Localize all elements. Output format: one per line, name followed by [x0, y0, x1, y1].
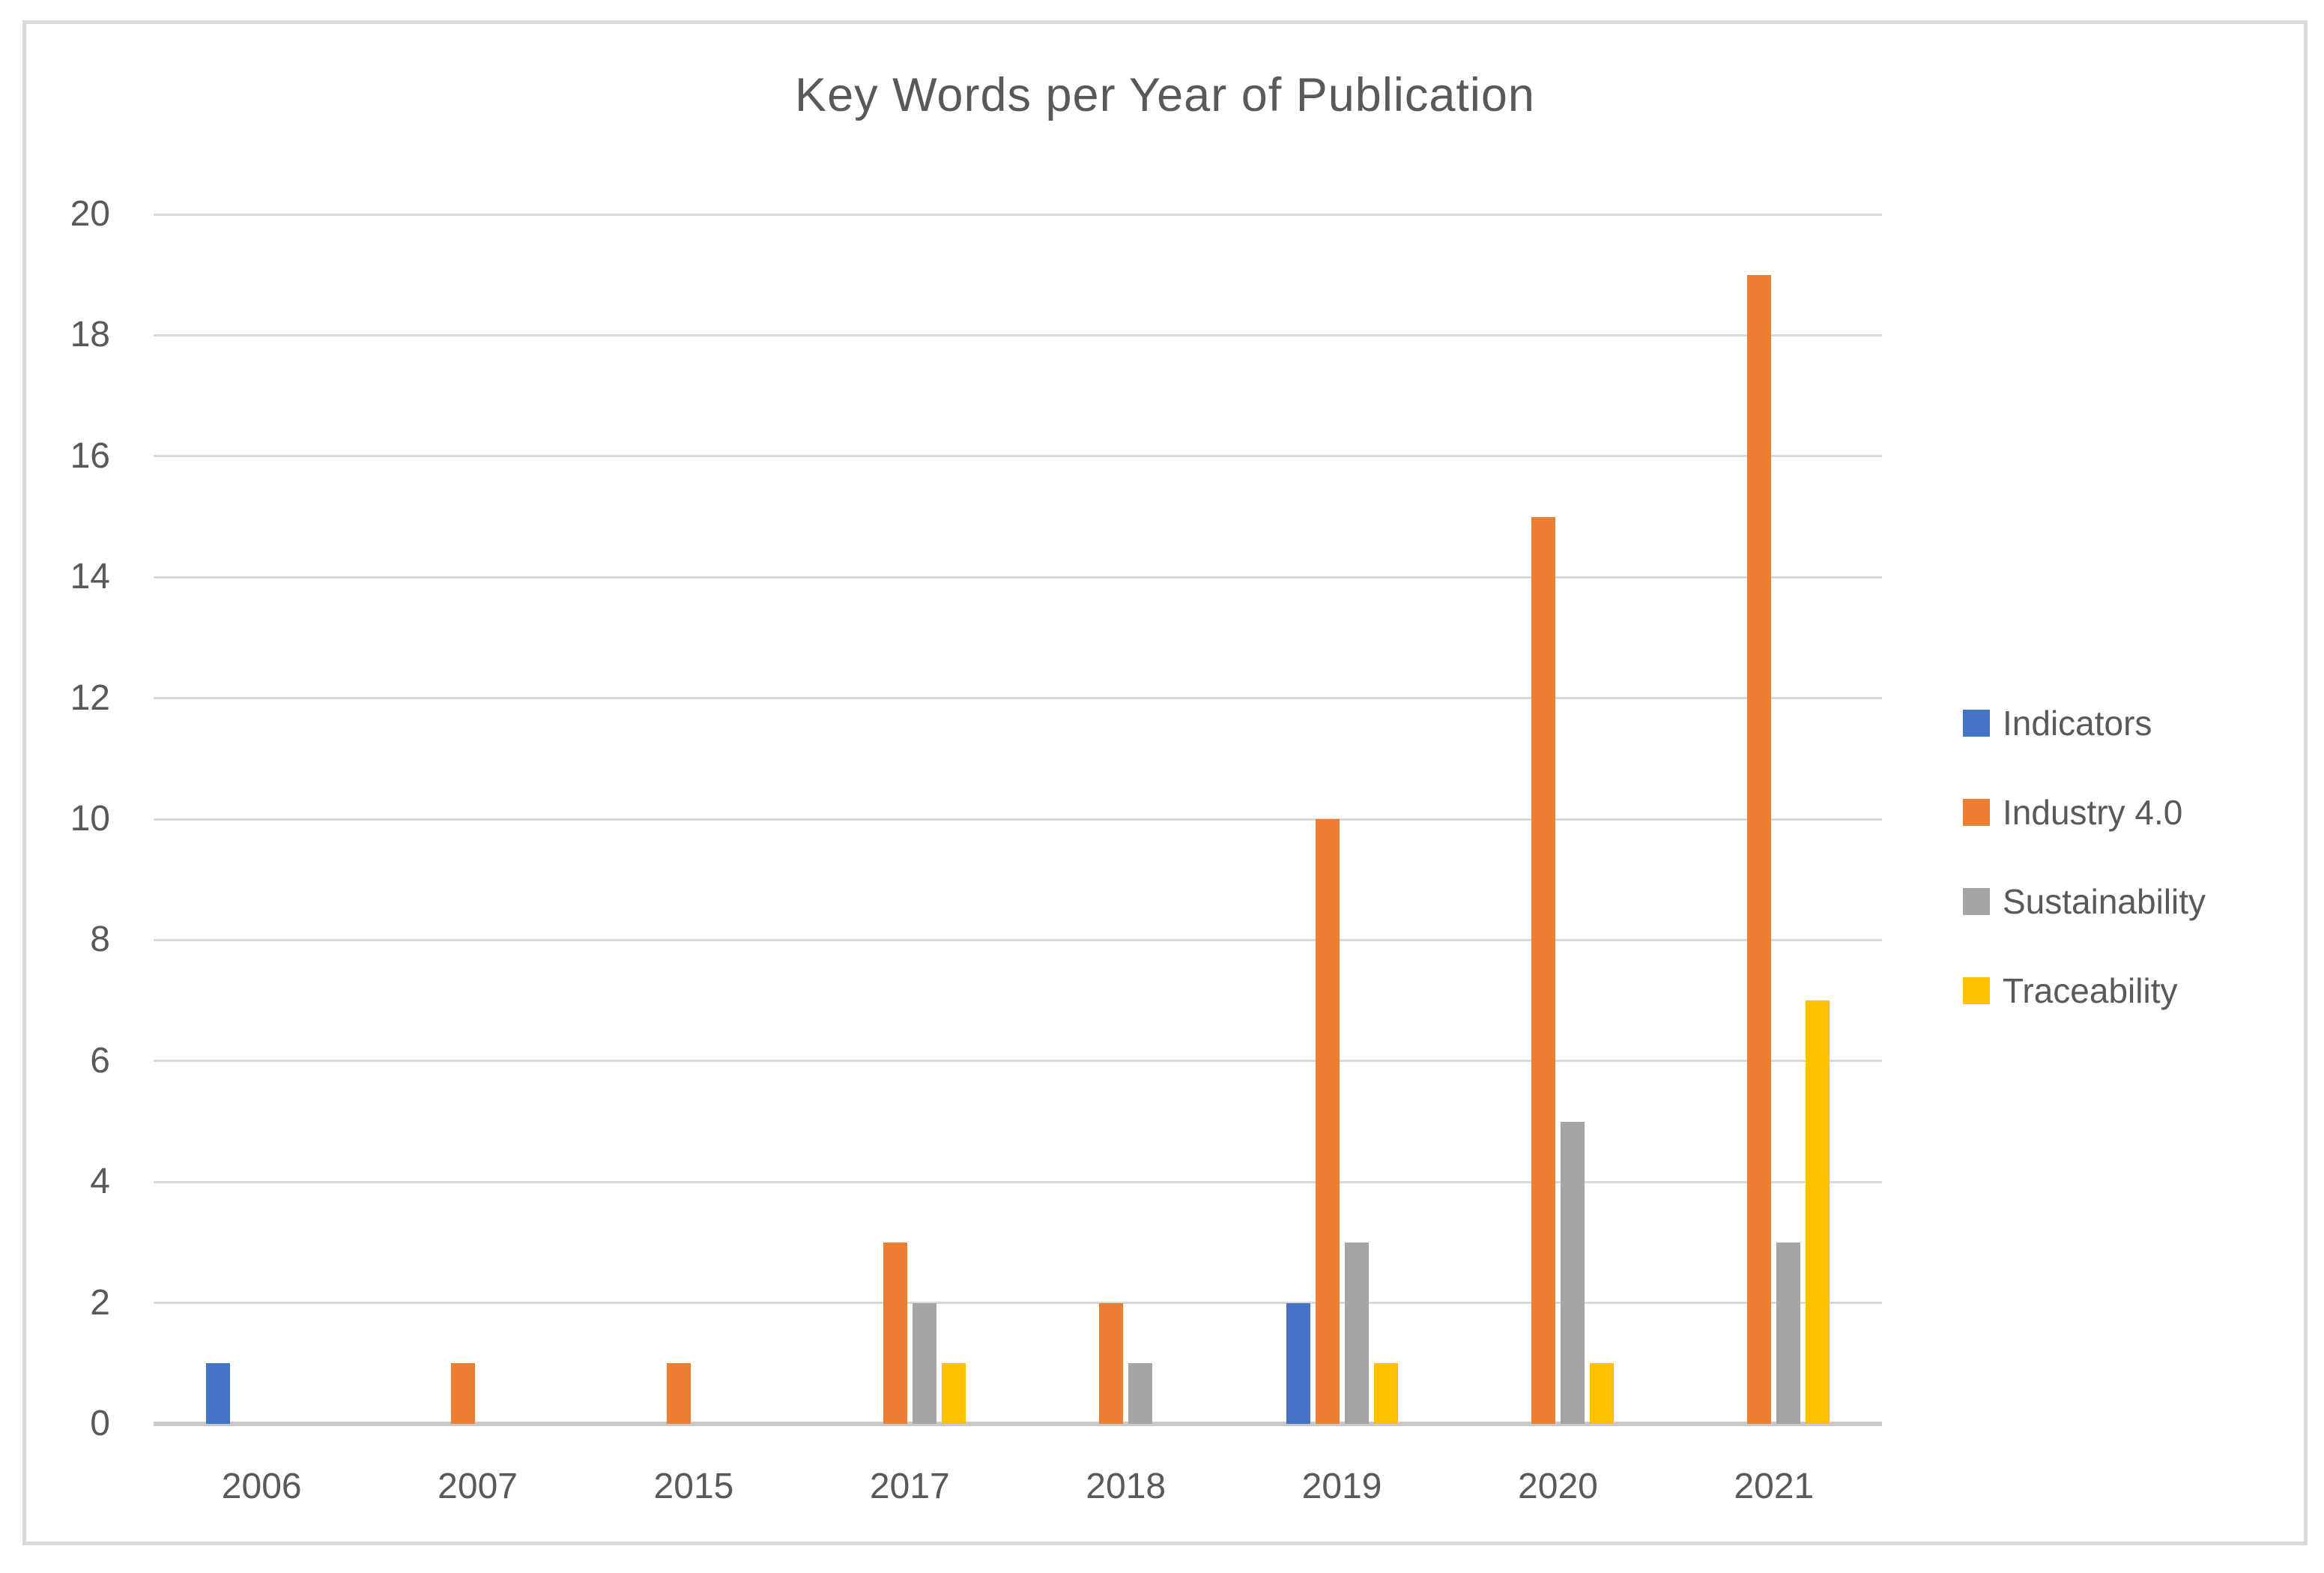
y-axis-label: 18: [70, 315, 110, 355]
legend-item: Traceability: [1963, 971, 2178, 1010]
y-axis-labels: 0 2 4 6 8 10 12 14 16 18 20: [26, 194, 110, 1443]
y-axis-label: 8: [90, 920, 110, 960]
gridline: [154, 1060, 1882, 1063]
y-axis-label: 16: [70, 435, 110, 476]
bar: [941, 1363, 966, 1424]
y-axis-label: 4: [90, 1162, 110, 1202]
y-axis-label: 6: [90, 1040, 110, 1081]
bar: [1344, 1242, 1369, 1424]
bar: [883, 1242, 907, 1424]
bar: [1776, 1242, 1801, 1424]
y-axis-label: 20: [70, 194, 110, 234]
legend-swatch-icon: [1963, 888, 1990, 915]
x-axis-line: [154, 1422, 1882, 1426]
bar: [1128, 1363, 1153, 1424]
x-axis-label: 2019: [1301, 1467, 1382, 1506]
x-axis-label: 2015: [653, 1467, 734, 1506]
x-axis-label: 2007: [438, 1467, 518, 1506]
legend-item: Indicators: [1963, 704, 2152, 743]
gridline: [154, 455, 1882, 458]
legend-label: Industry 4.0: [2003, 793, 2183, 832]
bar: [1589, 1363, 1614, 1424]
legend-item: Industry 4.0: [1963, 793, 2183, 832]
bar: [1373, 1363, 1398, 1424]
legend-label: Traceability: [2003, 971, 2178, 1010]
y-axis-label: 12: [70, 677, 110, 718]
y-axis-label: 10: [70, 799, 110, 839]
y-axis-label: 0: [90, 1404, 110, 1443]
legend-label: Sustainability: [2003, 882, 2206, 921]
gridline: [154, 576, 1882, 579]
bar: [1531, 516, 1555, 1424]
gridline: [154, 818, 1882, 821]
x-axis-label: 2020: [1518, 1467, 1598, 1506]
legend-label: Indicators: [2003, 704, 2152, 743]
gridline: [154, 1180, 1882, 1183]
bar: [1806, 1000, 1830, 1424]
bar: [451, 1363, 476, 1424]
plot-area: [154, 213, 1882, 1426]
gridline: [154, 697, 1882, 700]
x-axis-label: 2021: [1734, 1467, 1815, 1506]
bar: [1315, 819, 1340, 1424]
bar: [205, 1363, 230, 1424]
bar: [1747, 274, 1772, 1424]
y-axis-label: 14: [70, 557, 110, 597]
gridline: [154, 1302, 1882, 1305]
x-axis-label: 2006: [221, 1467, 302, 1506]
gridline: [154, 333, 1882, 336]
bar: [1099, 1302, 1124, 1424]
gridline: [154, 213, 1882, 216]
bar: [667, 1363, 692, 1424]
bar: [912, 1302, 936, 1424]
legend-swatch-icon: [1963, 799, 1990, 826]
chart-title: Key Words per Year of Publication: [795, 69, 1535, 121]
y-axis-label: 2: [90, 1282, 110, 1323]
x-axis-labels: 2006 2007 2015 2017 2018 2019 2020 2021: [154, 1466, 1882, 1518]
legend-item: Sustainability: [1963, 882, 2206, 921]
gridline: [154, 938, 1882, 941]
bar: [1560, 1121, 1585, 1424]
x-axis-label: 2018: [1086, 1467, 1166, 1506]
chart-figure: Key Words per Year of Publication 0 2 4 6 8 1…: [22, 20, 2308, 1545]
legend-swatch-icon: [1963, 710, 1990, 737]
bar: [1286, 1302, 1310, 1424]
legend-swatch-icon: [1963, 977, 1990, 1004]
x-axis-label: 2017: [869, 1467, 950, 1506]
